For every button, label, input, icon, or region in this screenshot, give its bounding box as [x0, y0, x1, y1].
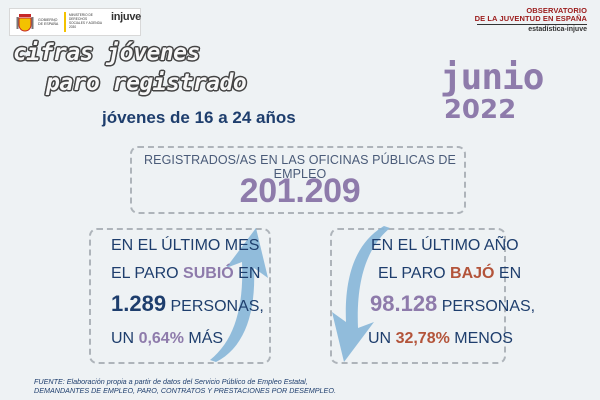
- yearly-line4-suffix: MENOS: [449, 330, 513, 347]
- down-arrow-icon: [332, 226, 390, 362]
- monthly-change-percent: 0,64%: [138, 330, 184, 347]
- total-value: 201.209: [239, 172, 361, 210]
- yearly-line3: 98.128 PERSONAS,: [370, 291, 535, 317]
- total-box: [130, 146, 466, 214]
- headline-line1: cifras jóvenes: [13, 40, 200, 66]
- age-range-subtitle: jóvenes de 16 a 24 años: [102, 108, 296, 127]
- monthly-trend: SUBIÓ: [183, 265, 234, 282]
- injuve-logo: injuve: [111, 11, 141, 23]
- yearly-line2-prefix: EL PARO: [378, 265, 451, 282]
- monthly-box: [89, 228, 271, 364]
- source-note: FUENTE: Elaboración propia a partir de d…: [34, 377, 308, 386]
- divider: [477, 24, 587, 25]
- total-label: REGISTRADOS/AS EN LAS OFICINAS PÚBLICAS …: [144, 153, 456, 181]
- monthly-line3-suffix: PERSONAS,: [166, 298, 264, 315]
- monthly-line3: 1.289 PERSONAS,: [111, 291, 264, 317]
- observatory-title: OBSERVATORIO: [526, 6, 587, 15]
- coat-of-arms-icon: [16, 14, 34, 32]
- up-arrow-icon: [210, 228, 268, 362]
- yearly-line4-prefix: UN: [368, 330, 396, 347]
- yearly-line2: EL PARO BAJÓ EN: [378, 265, 521, 283]
- source-note-line2: DEMANDANTES DE EMPLEO, PARO, CONTRATOS Y…: [34, 386, 336, 395]
- yearly-line4: UN 32,78% MENOS: [368, 330, 513, 348]
- government-label: GOBIERNO DE ESPAÑA: [38, 17, 59, 26]
- ministry-label: MINISTERIO DE DERECHOS SOCIALES Y AGENDA…: [69, 13, 102, 29]
- monthly-line1: EN EL ÚLTIMO MES: [111, 237, 260, 254]
- monthly-line2-prefix: EL PARO: [111, 265, 184, 282]
- yearly-line3-suffix: PERSONAS,: [437, 298, 536, 315]
- government-logo: GOBIERNO DE ESPAÑA MINISTERIO DE DERECHO…: [9, 8, 141, 36]
- monthly-line2-suffix: EN: [233, 265, 261, 282]
- monthly-line4-suffix: MÁS: [183, 330, 224, 347]
- observatory-title-line2: DE LA JUVENTUD EN ESPAÑA: [474, 14, 587, 23]
- yearly-line1: EN EL ÚLTIMO AÑO: [371, 237, 519, 254]
- yearly-box: [330, 228, 506, 364]
- headline-line2: paro registrado: [46, 70, 247, 96]
- monthly-change-count: 1.289: [111, 291, 167, 316]
- yearly-line2-suffix: EN: [494, 265, 522, 282]
- period-year: 2022: [443, 95, 517, 125]
- yearly-trend: BAJÓ: [450, 265, 495, 282]
- monthly-line2: EL PARO SUBIÓ EN: [111, 265, 260, 283]
- period-month: junio: [440, 57, 544, 98]
- monthly-line4: UN 0,64% MÁS: [111, 330, 223, 348]
- yearly-change-percent: 32,78%: [395, 330, 450, 347]
- divider: [64, 12, 66, 32]
- observatory-subtitle: estadística-injuve: [528, 26, 587, 33]
- monthly-line4-prefix: UN: [111, 330, 139, 347]
- yearly-change-count: 98.128: [370, 291, 438, 316]
